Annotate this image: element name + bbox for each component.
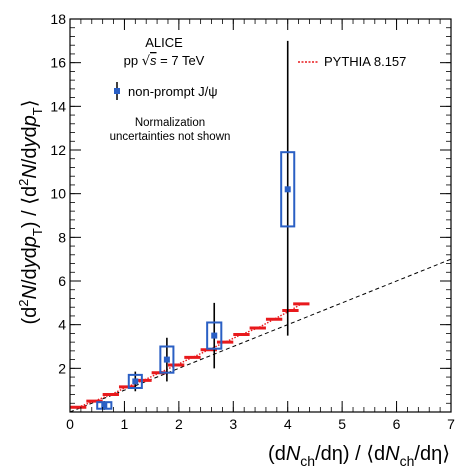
- y-tick-label: 8: [58, 229, 66, 245]
- y-tick-label: 2: [58, 360, 66, 376]
- experiment-label: ALICE: [145, 35, 183, 50]
- x-tick-label: 6: [393, 416, 401, 432]
- legend-pythia-label: PYTHIA 8.157: [324, 54, 406, 69]
- non-prompt-jpsi-series: [96, 40, 296, 410]
- sys-error-box: [159, 345, 175, 374]
- y-tick-label: 18: [50, 11, 66, 27]
- plot-frame: [69, 18, 452, 413]
- x-tick-label: 7: [447, 416, 455, 432]
- normalization-note-line-1: Normalization: [135, 117, 205, 129]
- diagonal-line: [69, 258, 452, 413]
- pythia-series: [70, 302, 310, 409]
- system-label: pp √s = 7 TeV: [124, 53, 205, 69]
- x-tick-label: 4: [284, 416, 292, 432]
- data-point: [211, 332, 218, 339]
- y-tick-label: 14: [50, 98, 66, 114]
- x-axis-title: (dNch/dη) / ⟨dNch/dη⟩: [268, 443, 450, 469]
- x-tick-label: 5: [338, 416, 346, 432]
- y-tick-label: 10: [50, 186, 66, 202]
- x-tick-label: 3: [229, 416, 237, 432]
- legend-jpsi-marker: [114, 88, 120, 94]
- y-tick-label: 4: [58, 317, 66, 333]
- sys-error-box: [96, 401, 113, 410]
- x-tick-label: 0: [66, 416, 74, 432]
- sys-error-box: [127, 373, 143, 389]
- sys-error-box: [280, 151, 296, 228]
- diagonal-reference-line: [69, 258, 452, 413]
- legend-entry-pythia: PYTHIA 8.157: [298, 54, 406, 69]
- y-tick-label: 6: [58, 273, 66, 289]
- y-tick-label: 12: [50, 142, 66, 158]
- legend-entry-jpsi: non-prompt J/ψ: [114, 82, 217, 100]
- data-point: [101, 402, 108, 409]
- y-tick-label: 16: [50, 55, 66, 71]
- normalization-note-line-2: uncertainties not shown: [110, 131, 231, 143]
- x-tick-label: 1: [121, 416, 129, 432]
- data-point: [132, 378, 139, 385]
- data-point: [284, 186, 291, 193]
- data-point: [163, 356, 170, 363]
- sys-error-box: [206, 321, 223, 350]
- y-axis-title: (d2N/dydpT) / ⟨d2N/dydpT⟩: [16, 99, 45, 324]
- legend-jpsi-label: non-prompt J/ψ: [128, 84, 217, 99]
- x-tick-label: 2: [175, 416, 183, 432]
- frame: [69, 18, 452, 413]
